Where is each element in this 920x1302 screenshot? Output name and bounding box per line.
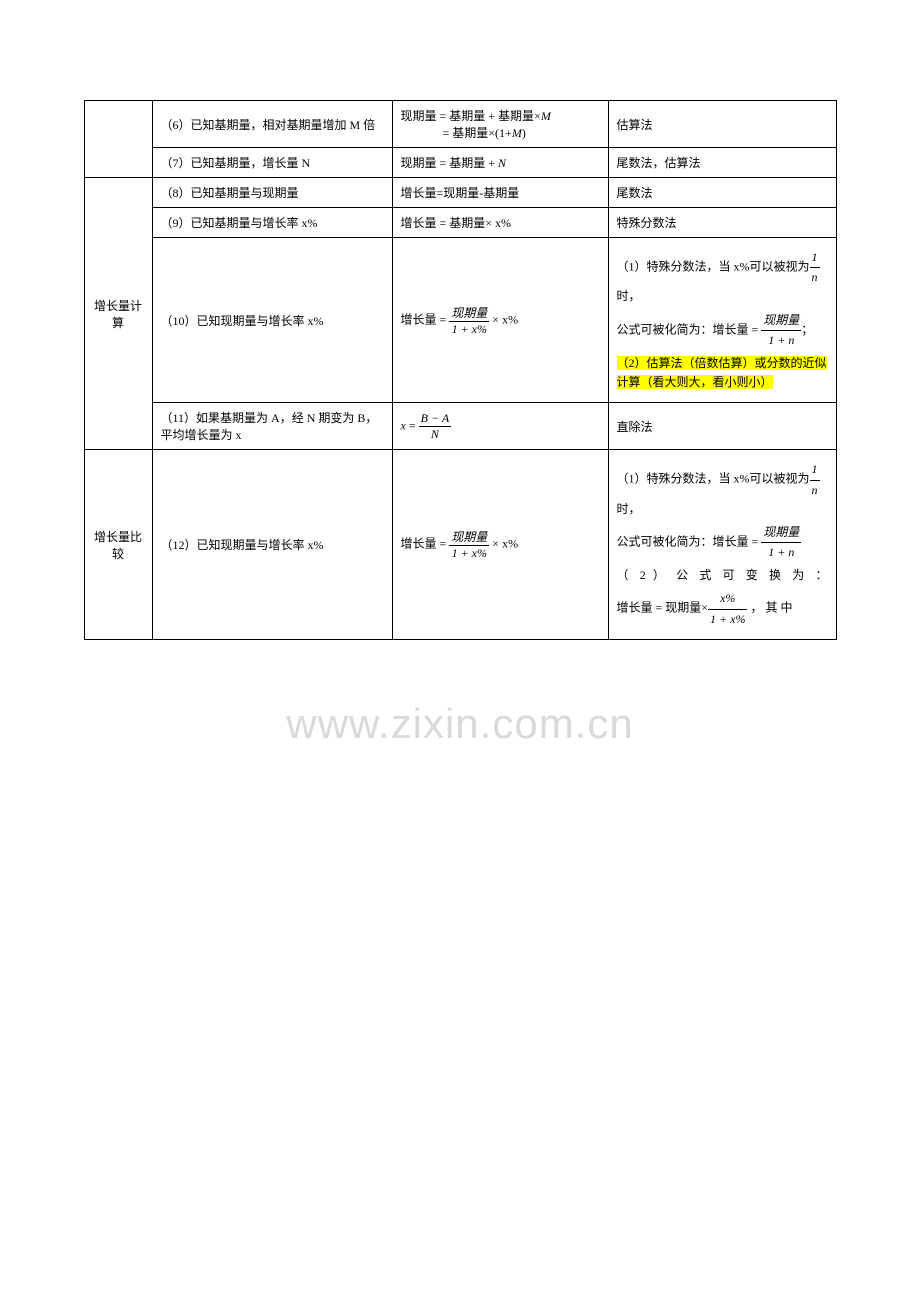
condition-cell: （6）已知基期量，相对基期量增加 M 倍: [152, 101, 392, 148]
condition-cell: （9）已知基期量与增长率 x%: [152, 208, 392, 238]
table-row: （11）如果基期量为 A，经 N 期变为 B，平均增长量为 x x = B − …: [84, 403, 836, 450]
table-row: 增长量比较 （12）已知现期量与增长率 x% 增长量 = 现期量1 + x% ×…: [84, 450, 836, 640]
method-cell: 估算法: [608, 101, 836, 148]
table-row: （9）已知基期量与增长率 x% 增长量 = 基期量× x% 特殊分数法: [84, 208, 836, 238]
method-cell: （1）特殊分数法，当 x%可以被视为1n 时， 公式可被化简为：增长量 = 现期…: [608, 238, 836, 403]
formula-cell: 增长量 = 基期量× x%: [392, 208, 608, 238]
condition-cell: （8）已知基期量与现期量: [152, 178, 392, 208]
table-row: 增长量计算 （8）已知基期量与现期量 增长量=现期量-基期量 尾数法: [84, 178, 836, 208]
watermark-text: www.zixin.com.cn: [0, 700, 920, 748]
method-cell: 尾数法: [608, 178, 836, 208]
table-row: （10）已知现期量与增长率 x% 增长量 = 现期量1 + x% × x% （1…: [84, 238, 836, 403]
table-row: （6）已知基期量，相对基期量增加 M 倍 现期量 = 基期量 + 基期量×M =…: [84, 101, 836, 148]
formula-table: （6）已知基期量，相对基期量增加 M 倍 现期量 = 基期量 + 基期量×M =…: [84, 100, 837, 640]
method-cell: 直除法: [608, 403, 836, 450]
condition-cell: （10）已知现期量与增长率 x%: [152, 238, 392, 403]
condition-cell: （7）已知基期量，增长量 N: [152, 148, 392, 178]
formula-cell: 增长量 = 现期量1 + x% × x%: [392, 238, 608, 403]
formula-cell: 现期量 = 基期量 + 基期量×M = 基期量×(1+M): [392, 101, 608, 148]
formula-cell: 增长量 = 现期量1 + x% × x%: [392, 450, 608, 640]
formula-cell: 增长量=现期量-基期量: [392, 178, 608, 208]
condition-cell: （11）如果基期量为 A，经 N 期变为 B，平均增长量为 x: [152, 403, 392, 450]
method-cell: 尾数法，估算法: [608, 148, 836, 178]
condition-cell: （12）已知现期量与增长率 x%: [152, 450, 392, 640]
table-row: （7）已知基期量，增长量 N 现期量 = 基期量 + N 尾数法，估算法: [84, 148, 836, 178]
formula-cell: 现期量 = 基期量 + N: [392, 148, 608, 178]
method-cell: 特殊分数法: [608, 208, 836, 238]
category-cell: 增长量计算: [84, 178, 152, 450]
method-cell: （1）特殊分数法，当 x%可以被视为1n 时， 公式可被化简为：增长量 = 现期…: [608, 450, 836, 640]
category-cell: 增长量比较: [84, 450, 152, 640]
formula-cell: x = B − AN: [392, 403, 608, 450]
